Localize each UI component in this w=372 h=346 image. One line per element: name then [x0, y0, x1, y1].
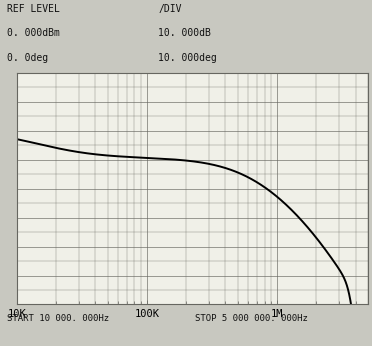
- Text: /DIV: /DIV: [158, 4, 182, 14]
- Text: 10. 000deg: 10. 000deg: [158, 53, 217, 63]
- Text: STOP 5 000 000. 000Hz: STOP 5 000 000. 000Hz: [195, 313, 308, 323]
- Text: START 10 000. 000Hz: START 10 000. 000Hz: [7, 313, 109, 323]
- Text: 0. 0deg: 0. 0deg: [7, 53, 48, 63]
- Text: REF LEVEL: REF LEVEL: [7, 4, 60, 14]
- Text: 10. 000dB: 10. 000dB: [158, 28, 211, 38]
- Text: 0. 000dBm: 0. 000dBm: [7, 28, 60, 38]
